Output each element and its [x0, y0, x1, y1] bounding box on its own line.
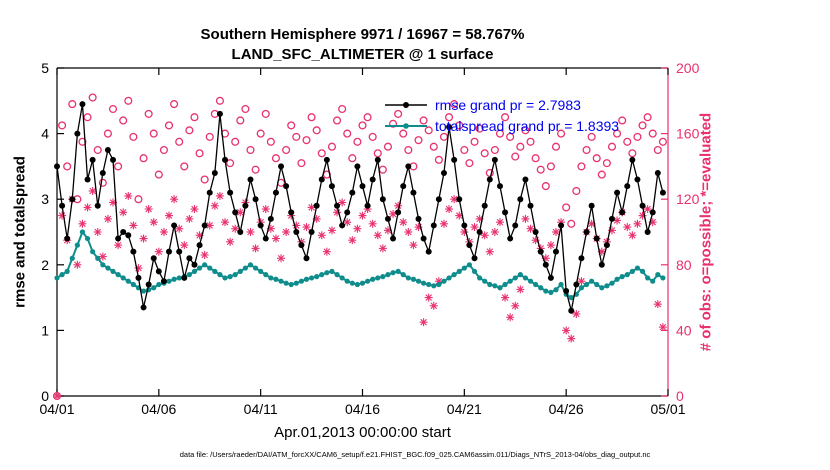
svg-text:120: 120 [676, 191, 700, 207]
svg-text:40: 40 [676, 322, 692, 338]
svg-text:160: 160 [676, 126, 700, 142]
left-y-axis-label: rmse and totalspread [11, 156, 29, 308]
svg-text:5: 5 [41, 60, 49, 76]
scatter-possible [52, 93, 667, 401]
svg-text:05/01: 05/01 [650, 401, 685, 417]
svg-text:0: 0 [41, 388, 49, 404]
x-axis-label: Apr.01,2013 00:00:00 start [274, 424, 451, 441]
right-y-axis-label: # of obs: o=possible; *=evaluated [697, 112, 715, 352]
svg-text:04/21: 04/21 [447, 401, 482, 417]
legend-label-totalspread: totalspread grand pr = 1.8393 [435, 117, 620, 134]
svg-text:200: 200 [676, 60, 700, 76]
svg-text:04/06: 04/06 [141, 401, 176, 417]
totalspread-line-sample-icon [385, 122, 427, 129]
scatter-evaluated [53, 187, 667, 400]
svg-text:1: 1 [41, 322, 49, 338]
rmse-series [54, 101, 666, 314]
svg-text:04/16: 04/16 [345, 401, 380, 417]
legend: rmse grand pr = 2.7983 totalspread grand… [383, 94, 619, 136]
left-axis-ticks: 0 1 2 3 4 5 [41, 60, 64, 404]
svg-text:2: 2 [41, 257, 49, 273]
legend-row-totalspread: totalspread grand pr = 1.8393 [383, 115, 619, 136]
svg-text:4: 4 [41, 126, 49, 142]
x-axis-ticks: 04/01 04/06 04/11 04/16 04/21 04/26 05/01 [39, 68, 686, 417]
rmse-line-sample-icon [385, 101, 427, 108]
svg-text:0: 0 [676, 388, 684, 404]
svg-text:04/26: 04/26 [549, 401, 584, 417]
svg-text:04/11: 04/11 [244, 401, 278, 417]
legend-label-rmse: rmse grand pr = 2.7983 [435, 96, 581, 113]
data-file-caption: data file: /Users/raeder/DAI/ATM_forcXX/… [179, 450, 651, 459]
chart-title-line1: Southern Hemisphere 9971 / 16967 = 58.76… [200, 26, 525, 43]
totalspread-series [54, 229, 666, 301]
right-axis-ticks: 0 40 80 120 160 200 [661, 60, 700, 404]
svg-text:04/01: 04/01 [39, 401, 74, 417]
svg-text:80: 80 [676, 257, 692, 273]
legend-row-rmse: rmse grand pr = 2.7983 [383, 94, 619, 115]
chart-title-line2: LAND_SFC_ALTIMETER @ 1 surface [231, 46, 494, 63]
svg-text:3: 3 [41, 191, 49, 207]
